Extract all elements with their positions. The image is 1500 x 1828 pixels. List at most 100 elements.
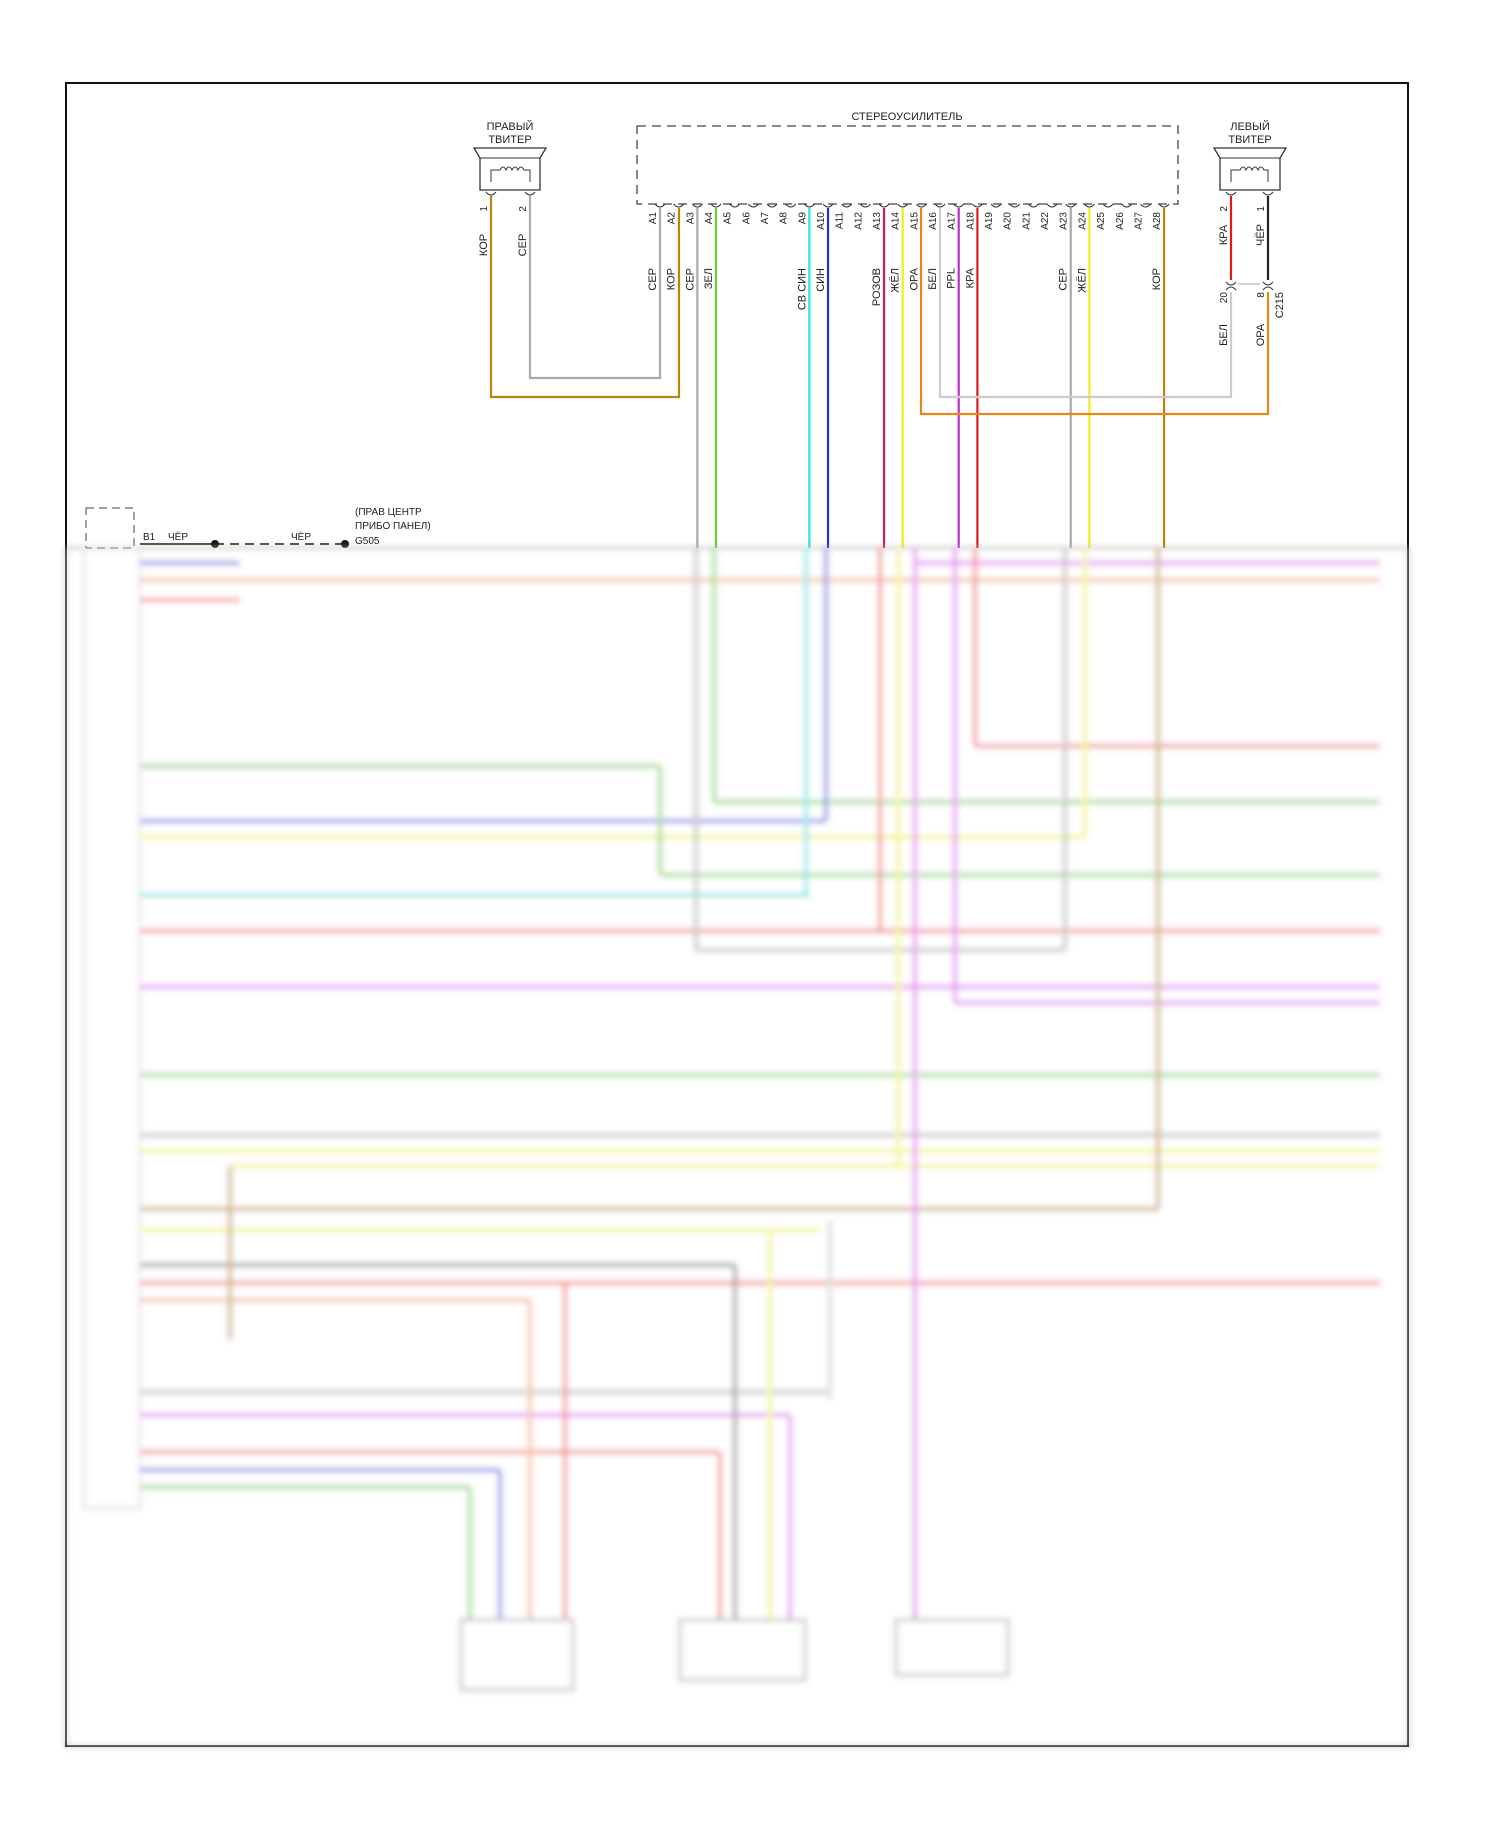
pin-label: A20 xyxy=(1003,212,1014,230)
pin-socket xyxy=(1140,203,1151,208)
component-box xyxy=(894,1618,1010,1677)
pin-label: 1 xyxy=(1256,206,1267,212)
pin-label: A5 xyxy=(723,212,734,225)
wire-color-label: СВ СИН xyxy=(796,268,808,310)
pin-socket xyxy=(972,203,983,208)
wire-bel xyxy=(938,208,1233,399)
ground-location-2: ПРИБО ПАНЕЛ) xyxy=(355,521,431,532)
pin-label: A25 xyxy=(1096,212,1107,230)
blurred-lower-section xyxy=(64,546,1410,1748)
pin-label: A9 xyxy=(797,212,808,225)
pin-label: 20 xyxy=(1219,292,1230,304)
pin-label: A6 xyxy=(741,212,752,225)
wire-ser xyxy=(528,196,662,380)
wire-kor xyxy=(489,196,681,399)
pin-label: A12 xyxy=(853,212,864,230)
wire-color-label: БЕЛ xyxy=(927,268,939,290)
pin-label: A7 xyxy=(760,212,771,225)
pin-label: A27 xyxy=(1133,212,1144,230)
pin-label: A13 xyxy=(872,212,883,230)
wire-color-label: СЕР xyxy=(647,268,659,291)
pin-socket xyxy=(915,203,927,208)
pin-socket xyxy=(1158,203,1170,208)
pin-socket xyxy=(1102,203,1114,208)
pin-label: B1 xyxy=(143,532,156,543)
component-box xyxy=(678,1618,807,1682)
pin-socket xyxy=(1065,203,1077,208)
right-tweeter-title: ПРАВЫЙ xyxy=(487,120,534,133)
pin-socket xyxy=(710,203,722,208)
pin-socket xyxy=(1084,203,1095,208)
pin-socket xyxy=(859,203,871,208)
pin-label: A17 xyxy=(947,212,958,230)
pin-label: A23 xyxy=(1059,212,1070,230)
pin-socket xyxy=(878,203,890,208)
pin-label: A21 xyxy=(1021,212,1032,230)
left-tweeter-title: ЛЕВЫЙ xyxy=(1230,120,1270,133)
pin-socket xyxy=(822,203,834,208)
wire-color-label: ЖЁЛ xyxy=(1076,268,1088,293)
pin-label: 2 xyxy=(518,206,529,212)
left-tweeter-title-2: ТВИТЕР xyxy=(1228,134,1271,146)
wire-color-label: РОЗОВ xyxy=(871,268,883,306)
pin-label: A14 xyxy=(891,212,902,230)
wire-color-label: КОР xyxy=(666,268,678,290)
pin-label: A1 xyxy=(648,212,659,225)
wire-color-label: ОРА xyxy=(1255,323,1267,346)
pin-socket xyxy=(803,203,815,208)
pin-label: A28 xyxy=(1152,212,1163,230)
wire-color-label: ЗЕЛ xyxy=(703,268,715,289)
pin-socket xyxy=(729,203,741,208)
pin-label: A15 xyxy=(909,212,920,230)
right-tweeter: ПРАВЫЙ ТВИТЕР 1 2 КОР СЕР xyxy=(472,120,681,399)
pin-socket xyxy=(1046,203,1058,208)
ground-location: (ПРАВ ЦЕНТР xyxy=(355,507,422,518)
pin-label: A18 xyxy=(965,212,976,230)
pin-socket xyxy=(934,203,946,208)
right-tweeter-title-2: ТВИТЕР xyxy=(488,134,531,146)
pin-label: A8 xyxy=(779,212,790,225)
wire-color-label: ОРА xyxy=(908,267,920,290)
pin-label: 8 xyxy=(1256,292,1267,298)
ground-g505: B1 ЧЁР ЧЁР (ПРАВ ЦЕНТР ПРИБО ПАНЕЛ) G505 xyxy=(85,507,431,549)
pin-label: 2 xyxy=(1219,206,1230,212)
connector-c215 xyxy=(1225,281,1274,291)
pin-label: A19 xyxy=(984,212,995,230)
pin-socket xyxy=(1009,203,1021,208)
pin-label: A3 xyxy=(685,212,696,225)
pin-socket xyxy=(785,203,797,208)
component-box xyxy=(459,1618,575,1692)
wire-color-label: КОР xyxy=(1151,268,1163,290)
pin-label: A11 xyxy=(835,212,846,229)
pin-socket xyxy=(897,203,909,208)
amplifier-title: СТЕРЕОУСИЛИТЕЛЬ xyxy=(851,111,962,123)
pin-label: A26 xyxy=(1115,212,1126,230)
wire-color-label: ЧЁР xyxy=(1255,224,1267,246)
wire-color-label: СЕР xyxy=(684,268,696,291)
speaker-icon xyxy=(1212,147,1288,191)
wire-color-label: ЧЁР xyxy=(291,531,311,543)
pin-socket xyxy=(953,203,965,208)
ground-id: G505 xyxy=(355,536,380,547)
stereo-amplifier: СТЕРЕОУСИЛИТЕЛЬ A1 A2 A3 A4 A5 A6 A7 A8 A9 A10 A11… xyxy=(636,111,1179,548)
connector-label: C215 xyxy=(1274,292,1286,318)
pin-socket xyxy=(1028,203,1039,208)
wire-color-label: СИН xyxy=(815,268,827,292)
pin-label: A22 xyxy=(1040,212,1051,230)
pin-label: A2 xyxy=(667,212,678,225)
wire-color-label: КОР xyxy=(478,234,490,256)
speaker-icon xyxy=(472,147,548,191)
wire-color-label: СЕР xyxy=(1058,268,1070,291)
wire-color-label: ЖЁЛ xyxy=(890,268,902,293)
wire-color-label: ЧЁР xyxy=(168,531,188,543)
pin-label: A4 xyxy=(704,212,715,225)
pin-label: A24 xyxy=(1077,212,1088,230)
pin-socket xyxy=(747,203,759,208)
pin-socket xyxy=(990,203,1002,208)
pin-label: A10 xyxy=(816,212,827,230)
pin-label: A16 xyxy=(928,212,939,230)
pin-socket xyxy=(766,203,778,208)
wire-ora xyxy=(919,208,1270,416)
pin-socket xyxy=(654,203,666,208)
